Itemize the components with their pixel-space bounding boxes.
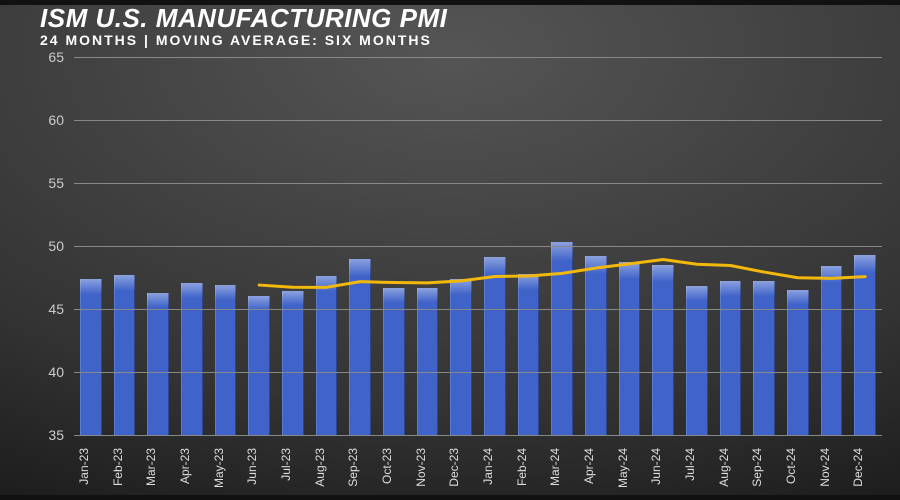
x-tick-label: Jul-23 — [279, 448, 293, 481]
bar — [450, 279, 472, 435]
bar — [720, 281, 742, 435]
bar — [518, 274, 540, 435]
bar — [316, 276, 338, 435]
y-tick-label: 60 — [40, 112, 64, 128]
x-tick-label: Feb-24 — [515, 448, 529, 486]
x-tick-label: Jul-24 — [683, 448, 697, 481]
y-tick-label: 65 — [40, 49, 64, 65]
bar — [821, 266, 843, 435]
chart-title: ISM U.S. MANUFACTURING PMI — [40, 5, 447, 31]
x-tick-label: Jun-24 — [649, 448, 663, 485]
grid-line — [74, 120, 882, 121]
bar — [282, 291, 304, 435]
x-tick-label: Oct-23 — [380, 448, 394, 484]
bar — [248, 296, 270, 435]
y-tick-label: 45 — [40, 301, 64, 317]
x-tick-label: May-23 — [212, 448, 226, 488]
x-tick-label: May-24 — [616, 448, 630, 488]
chart-subtitle: 24 MONTHS | MOVING AVERAGE: SIX MONTHS — [40, 33, 447, 47]
bar — [147, 293, 169, 435]
x-tick-label: Dec-24 — [851, 448, 865, 487]
grid-line — [74, 435, 882, 436]
bar — [652, 265, 674, 435]
bar — [585, 256, 607, 435]
x-tick-label: Jan-24 — [481, 448, 495, 485]
y-tick-label: 35 — [40, 427, 64, 443]
bar — [551, 242, 573, 435]
y-tick-label: 40 — [40, 364, 64, 380]
bar — [114, 275, 136, 435]
bar — [619, 262, 641, 435]
grid-line — [74, 309, 882, 310]
bar — [753, 281, 775, 435]
chart-frame: ISM U.S. MANUFACTURING PMI 24 MONTHS | M… — [0, 0, 900, 500]
y-tick-label: 55 — [40, 175, 64, 191]
x-tick-label: Jan-23 — [77, 448, 91, 485]
x-tick-label: Sep-24 — [750, 448, 764, 487]
x-tick-label: Jun-23 — [245, 448, 259, 485]
x-tick-label: Feb-23 — [111, 448, 125, 486]
x-tick-label: Apr-24 — [582, 448, 596, 484]
bar — [854, 255, 876, 435]
chart-title-block: ISM U.S. MANUFACTURING PMI 24 MONTHS | M… — [40, 5, 447, 47]
grid-line — [74, 372, 882, 373]
x-tick-label: Oct-24 — [784, 448, 798, 484]
x-tick-label: Sep-23 — [346, 448, 360, 487]
grid-line — [74, 57, 882, 58]
grid-line — [74, 183, 882, 184]
x-tick-label: Aug-24 — [717, 448, 731, 487]
x-tick-label: Mar-23 — [144, 448, 158, 486]
bar — [215, 285, 237, 435]
x-tick-label: Apr-23 — [178, 448, 192, 484]
grid-line — [74, 246, 882, 247]
bar — [787, 290, 809, 435]
x-tick-label: Dec-23 — [447, 448, 461, 487]
x-tick-label: Nov-24 — [818, 448, 832, 487]
bar — [181, 283, 203, 435]
y-tick-label: 50 — [40, 238, 64, 254]
x-tick-label: Aug-23 — [313, 448, 327, 487]
bar — [349, 259, 371, 435]
bar — [484, 257, 506, 435]
plot-area: 35404550556065Jan-23Feb-23Mar-23Apr-23Ma… — [74, 57, 882, 435]
x-tick-label: Mar-24 — [548, 448, 562, 486]
x-tick-label: Nov-23 — [414, 448, 428, 487]
bar — [80, 279, 102, 435]
